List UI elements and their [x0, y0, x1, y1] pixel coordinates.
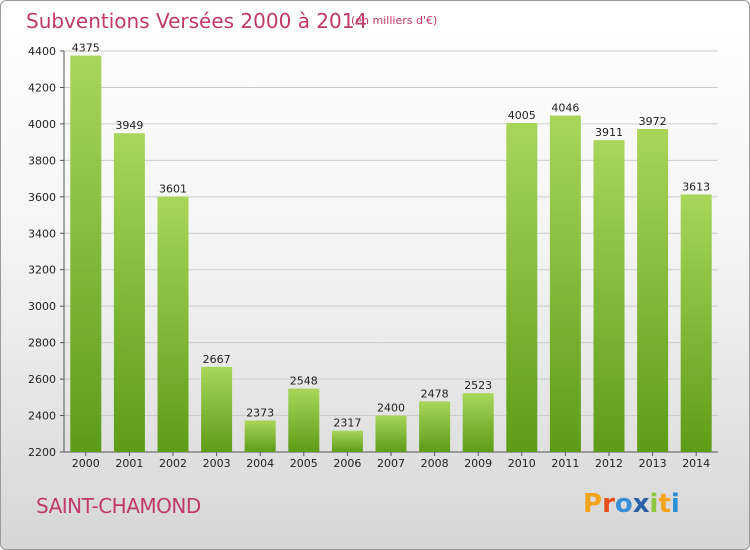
x-tick-label: 2006	[333, 457, 361, 470]
value-label: 4046	[551, 102, 579, 115]
value-label: 4375	[72, 42, 100, 55]
proxiti-logo: Proxiti	[583, 489, 680, 519]
y-tick-label: 4000	[28, 118, 56, 131]
bar-2010	[506, 122, 538, 452]
chart-title: Subventions Versées 2000 à 2014	[26, 9, 368, 33]
logo-letter: i	[670, 489, 680, 519]
x-tick-label: 2004	[246, 457, 274, 470]
bar-2003	[201, 366, 233, 452]
value-label: 3613	[682, 180, 710, 193]
bar-2012	[593, 140, 625, 453]
bars	[70, 55, 712, 453]
logo-letter: x	[632, 489, 650, 519]
x-tick-label: 2011	[551, 457, 579, 470]
bar-2014	[680, 194, 712, 452]
y-tick-label: 3600	[28, 191, 56, 204]
bar-2004	[244, 420, 276, 452]
value-label: 2667	[203, 353, 231, 366]
x-tick-label: 2003	[203, 457, 231, 470]
value-label: 2400	[377, 402, 405, 415]
bar-2000	[70, 55, 102, 452]
x-tick-label: 2012	[595, 457, 623, 470]
x-tick-labels: 2000 2001 2002 2003 2004 2005 2006 2007 2008 2009…	[72, 457, 710, 470]
y-tick-label: 3000	[28, 300, 56, 313]
x-tick-label: 2013	[639, 457, 667, 470]
bar-2001	[113, 133, 145, 452]
logo-letter: P	[583, 489, 603, 519]
x-tick-label: 2001	[115, 457, 143, 470]
y-tick-label: 2800	[28, 337, 56, 350]
value-label: 3911	[595, 126, 623, 139]
y-tick-label: 3200	[28, 264, 56, 277]
y-tick-label: 2200	[28, 446, 56, 459]
logo-letter: r	[602, 489, 615, 519]
logo-letter: t	[658, 489, 671, 519]
bar-2013	[637, 129, 669, 452]
bar-2009	[462, 393, 494, 452]
x-tick-label: 2002	[159, 457, 187, 470]
x-tick-label: 2008	[421, 457, 449, 470]
town-name: SAINT-CHAMOND	[36, 494, 201, 518]
bar-2005	[288, 388, 320, 452]
x-tick-label: 2007	[377, 457, 405, 470]
x-tick-label: 2000	[72, 457, 100, 470]
y-tick-label: 4200	[28, 81, 56, 94]
y-tick-labels: 2200 2400 2600 2800 3000 3200 3400 3600 3800 4000…	[28, 45, 56, 459]
x-tick-label: 2014	[682, 457, 710, 470]
chart-subtitle: (en milliers d'€)	[351, 14, 438, 27]
value-label: 3949	[115, 119, 143, 132]
value-label: 2523	[464, 379, 492, 392]
value-label: 2373	[246, 406, 274, 419]
logo-letter: i	[649, 489, 659, 519]
bar-2008	[419, 401, 451, 452]
x-tick-label: 2010	[508, 457, 536, 470]
bar-2007	[375, 415, 407, 452]
bar-2006	[331, 430, 363, 452]
logo-letter: o	[614, 489, 633, 519]
x-tick-label: 2009	[464, 457, 492, 470]
value-label: 3972	[639, 115, 667, 128]
x-tick-label: 2005	[290, 457, 318, 470]
y-tick-label: 2400	[28, 410, 56, 423]
value-label: 2548	[290, 375, 318, 388]
y-tick-label: 3400	[28, 227, 56, 240]
bar-2011	[549, 115, 581, 453]
bar-2002	[157, 196, 189, 452]
value-labels: 4375 3949 3601 2667 2373 2548 2317 2400 2478 2523…	[72, 42, 710, 430]
y-tick-label: 3800	[28, 154, 56, 167]
y-tick-label: 2600	[28, 373, 56, 386]
value-label: 4005	[508, 109, 536, 122]
y-tick-label: 4400	[28, 45, 56, 58]
value-label: 2317	[333, 417, 361, 430]
value-label: 3601	[159, 183, 187, 196]
value-label: 2478	[421, 387, 449, 400]
